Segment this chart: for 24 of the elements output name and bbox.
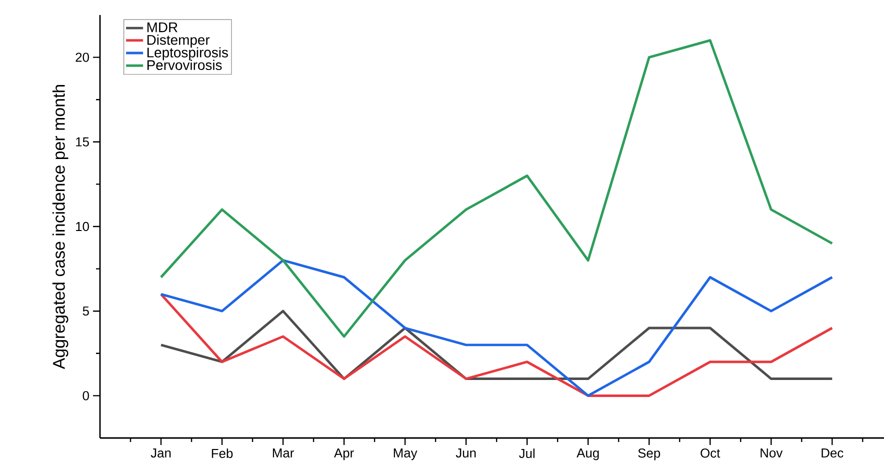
legend-label: Leptospirosis	[147, 47, 228, 60]
x-tick-label: Dec	[822, 448, 844, 458]
y-tick-label: 5	[82, 306, 89, 316]
x-tick-label: Aug	[576, 448, 599, 460]
y-tick-label: 15	[76, 137, 89, 146]
x-tick-label: Apr	[334, 448, 354, 460]
y-axis-title: Aggregated case incidence per month	[52, 85, 68, 370]
x-tick-label: Jun	[456, 448, 476, 458]
x-tick-label: May	[394, 448, 418, 460]
x-tick-label: Jan	[150, 448, 171, 458]
x-tick-label: Feb	[212, 448, 233, 458]
y-tick-label: 20	[76, 52, 89, 62]
x-tick-label: Sep	[638, 448, 660, 460]
legend-label: Pervovirosis	[147, 60, 222, 70]
x-tick-label: Nov	[760, 448, 783, 458]
legend-label: Distemper	[147, 34, 210, 48]
line-series	[160, 259, 834, 397]
legend-label: MDR	[147, 22, 178, 32]
x-tick-label: Jul	[519, 448, 534, 458]
y-tick-label: 0	[82, 391, 89, 400]
x-tick-label: Mar	[272, 448, 294, 458]
y-tick-label: 10	[76, 222, 89, 232]
line-series	[160, 292, 834, 397]
x-tick-label: Oct	[700, 448, 720, 458]
